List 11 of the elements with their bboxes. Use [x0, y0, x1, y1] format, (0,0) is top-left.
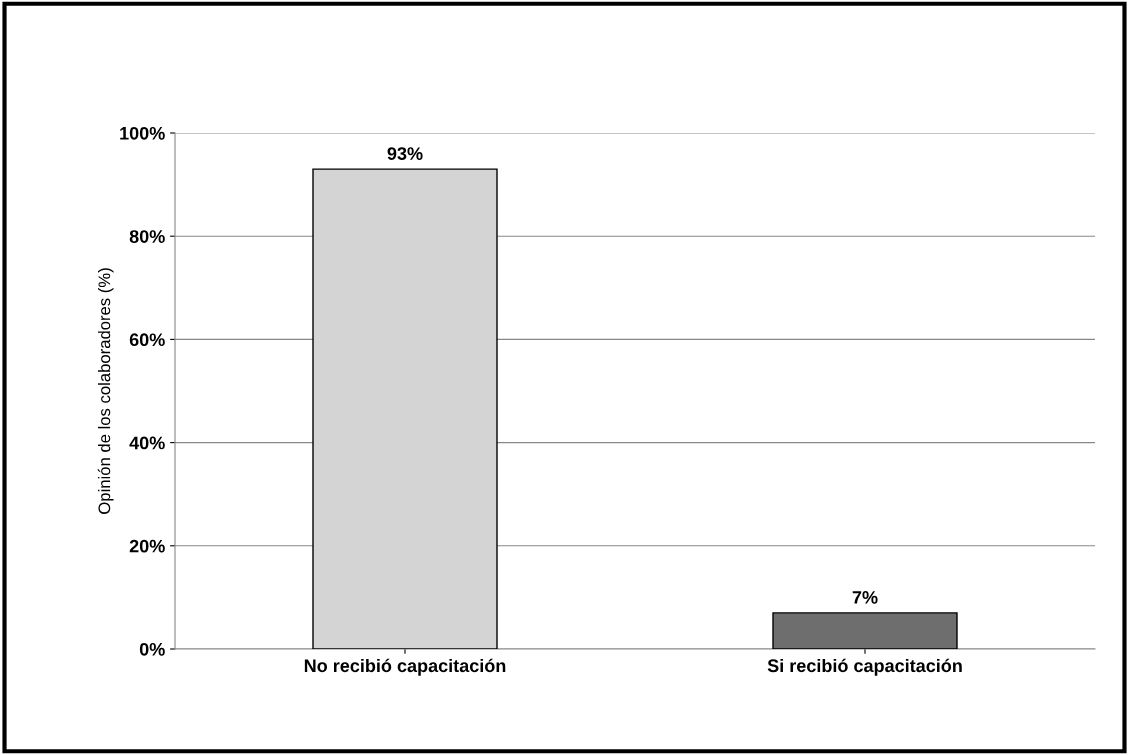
- y-axis-title: Opinión de los colaboradores (%): [97, 268, 114, 514]
- y-tick-label: 100%: [120, 126, 165, 140]
- y-tick-label: 80%: [129, 230, 165, 243]
- x-tick-label: Si recibió capacitación: [767, 658, 962, 676]
- y-tick-label: 60%: [129, 333, 165, 347]
- data-label: 93%: [387, 147, 423, 161]
- y-tick-label: 40%: [129, 436, 165, 450]
- y-tick-label: 20%: [129, 539, 165, 553]
- y-tick-label: 0%: [139, 642, 165, 656]
- x-tick-label: No recibió capacitación: [304, 658, 506, 676]
- data-label: 7%: [852, 591, 878, 604]
